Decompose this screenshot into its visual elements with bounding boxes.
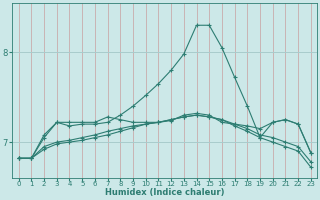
X-axis label: Humidex (Indice chaleur): Humidex (Indice chaleur) (105, 188, 225, 197)
